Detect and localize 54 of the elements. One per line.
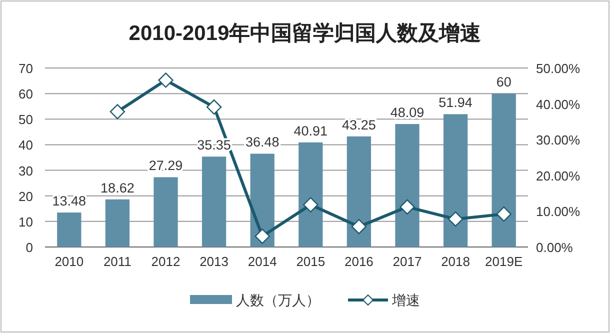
point	[496, 206, 512, 222]
x-tick-label: 2012	[151, 254, 180, 269]
data-label: 48.09	[390, 105, 424, 120]
data-label: 18.62	[100, 180, 134, 196]
bar	[346, 136, 372, 247]
y-tick-label: 50	[18, 112, 33, 128]
bar	[57, 212, 82, 247]
chart-title: 2010-2019年中国留学归国人数及增速	[128, 22, 482, 45]
legend-label: 增速	[391, 292, 420, 308]
x-tick-label: 2011	[103, 254, 132, 269]
x-tick-label: 2013	[200, 254, 229, 269]
bar	[395, 124, 420, 247]
data-label: 36.48	[245, 134, 280, 150]
x-tick-label: 2017	[392, 254, 422, 269]
bar	[154, 177, 178, 247]
legend-label: 人数（万人）	[236, 292, 320, 308]
x-tick-label: 2015	[296, 254, 326, 269]
y-tick-label: 20	[18, 188, 33, 204]
point	[400, 199, 415, 215]
data-label: 60	[496, 74, 512, 90]
y2-tick-label: 10.00%	[536, 204, 581, 220]
x-tick-label: 2016	[344, 254, 374, 269]
y2-tick-label: 20.00%	[536, 168, 581, 184]
y-tick-label: 60	[18, 86, 33, 102]
data-label: 51.94	[438, 95, 473, 110]
point	[110, 104, 126, 120]
point	[158, 72, 174, 88]
point	[448, 211, 464, 227]
bar	[202, 156, 226, 247]
y-tick-label: 40	[18, 138, 33, 153]
y-tick-label: 30	[18, 163, 33, 178]
bar	[492, 94, 516, 247]
data-label: 13.48	[52, 194, 86, 209]
data-label: 27.29	[148, 158, 183, 174]
bar	[298, 142, 323, 247]
x-tick-label: 2010	[54, 254, 84, 269]
x-tick-label: 2019E	[485, 254, 523, 269]
point	[303, 197, 318, 212]
bar	[105, 199, 130, 247]
bar	[443, 114, 468, 247]
y-tick-label: 70	[18, 61, 33, 76]
y2-tick-label: 50.00%	[536, 61, 581, 76]
point	[206, 99, 222, 115]
x-tick-label: 2014	[248, 254, 277, 269]
x-tick-label: 2018	[441, 254, 470, 269]
point	[254, 228, 270, 244]
y-tick-label: 0	[26, 240, 33, 255]
y2-tick-label: 30.00%	[536, 132, 581, 148]
point	[351, 218, 367, 234]
y-tick-label: 10	[18, 214, 33, 230]
y2-tick-label: 40.00%	[536, 96, 581, 112]
data-label: 40.91	[294, 123, 328, 138]
data-label: 43.25	[342, 117, 376, 132]
y2-tick-label: 0.00%	[536, 240, 574, 255]
